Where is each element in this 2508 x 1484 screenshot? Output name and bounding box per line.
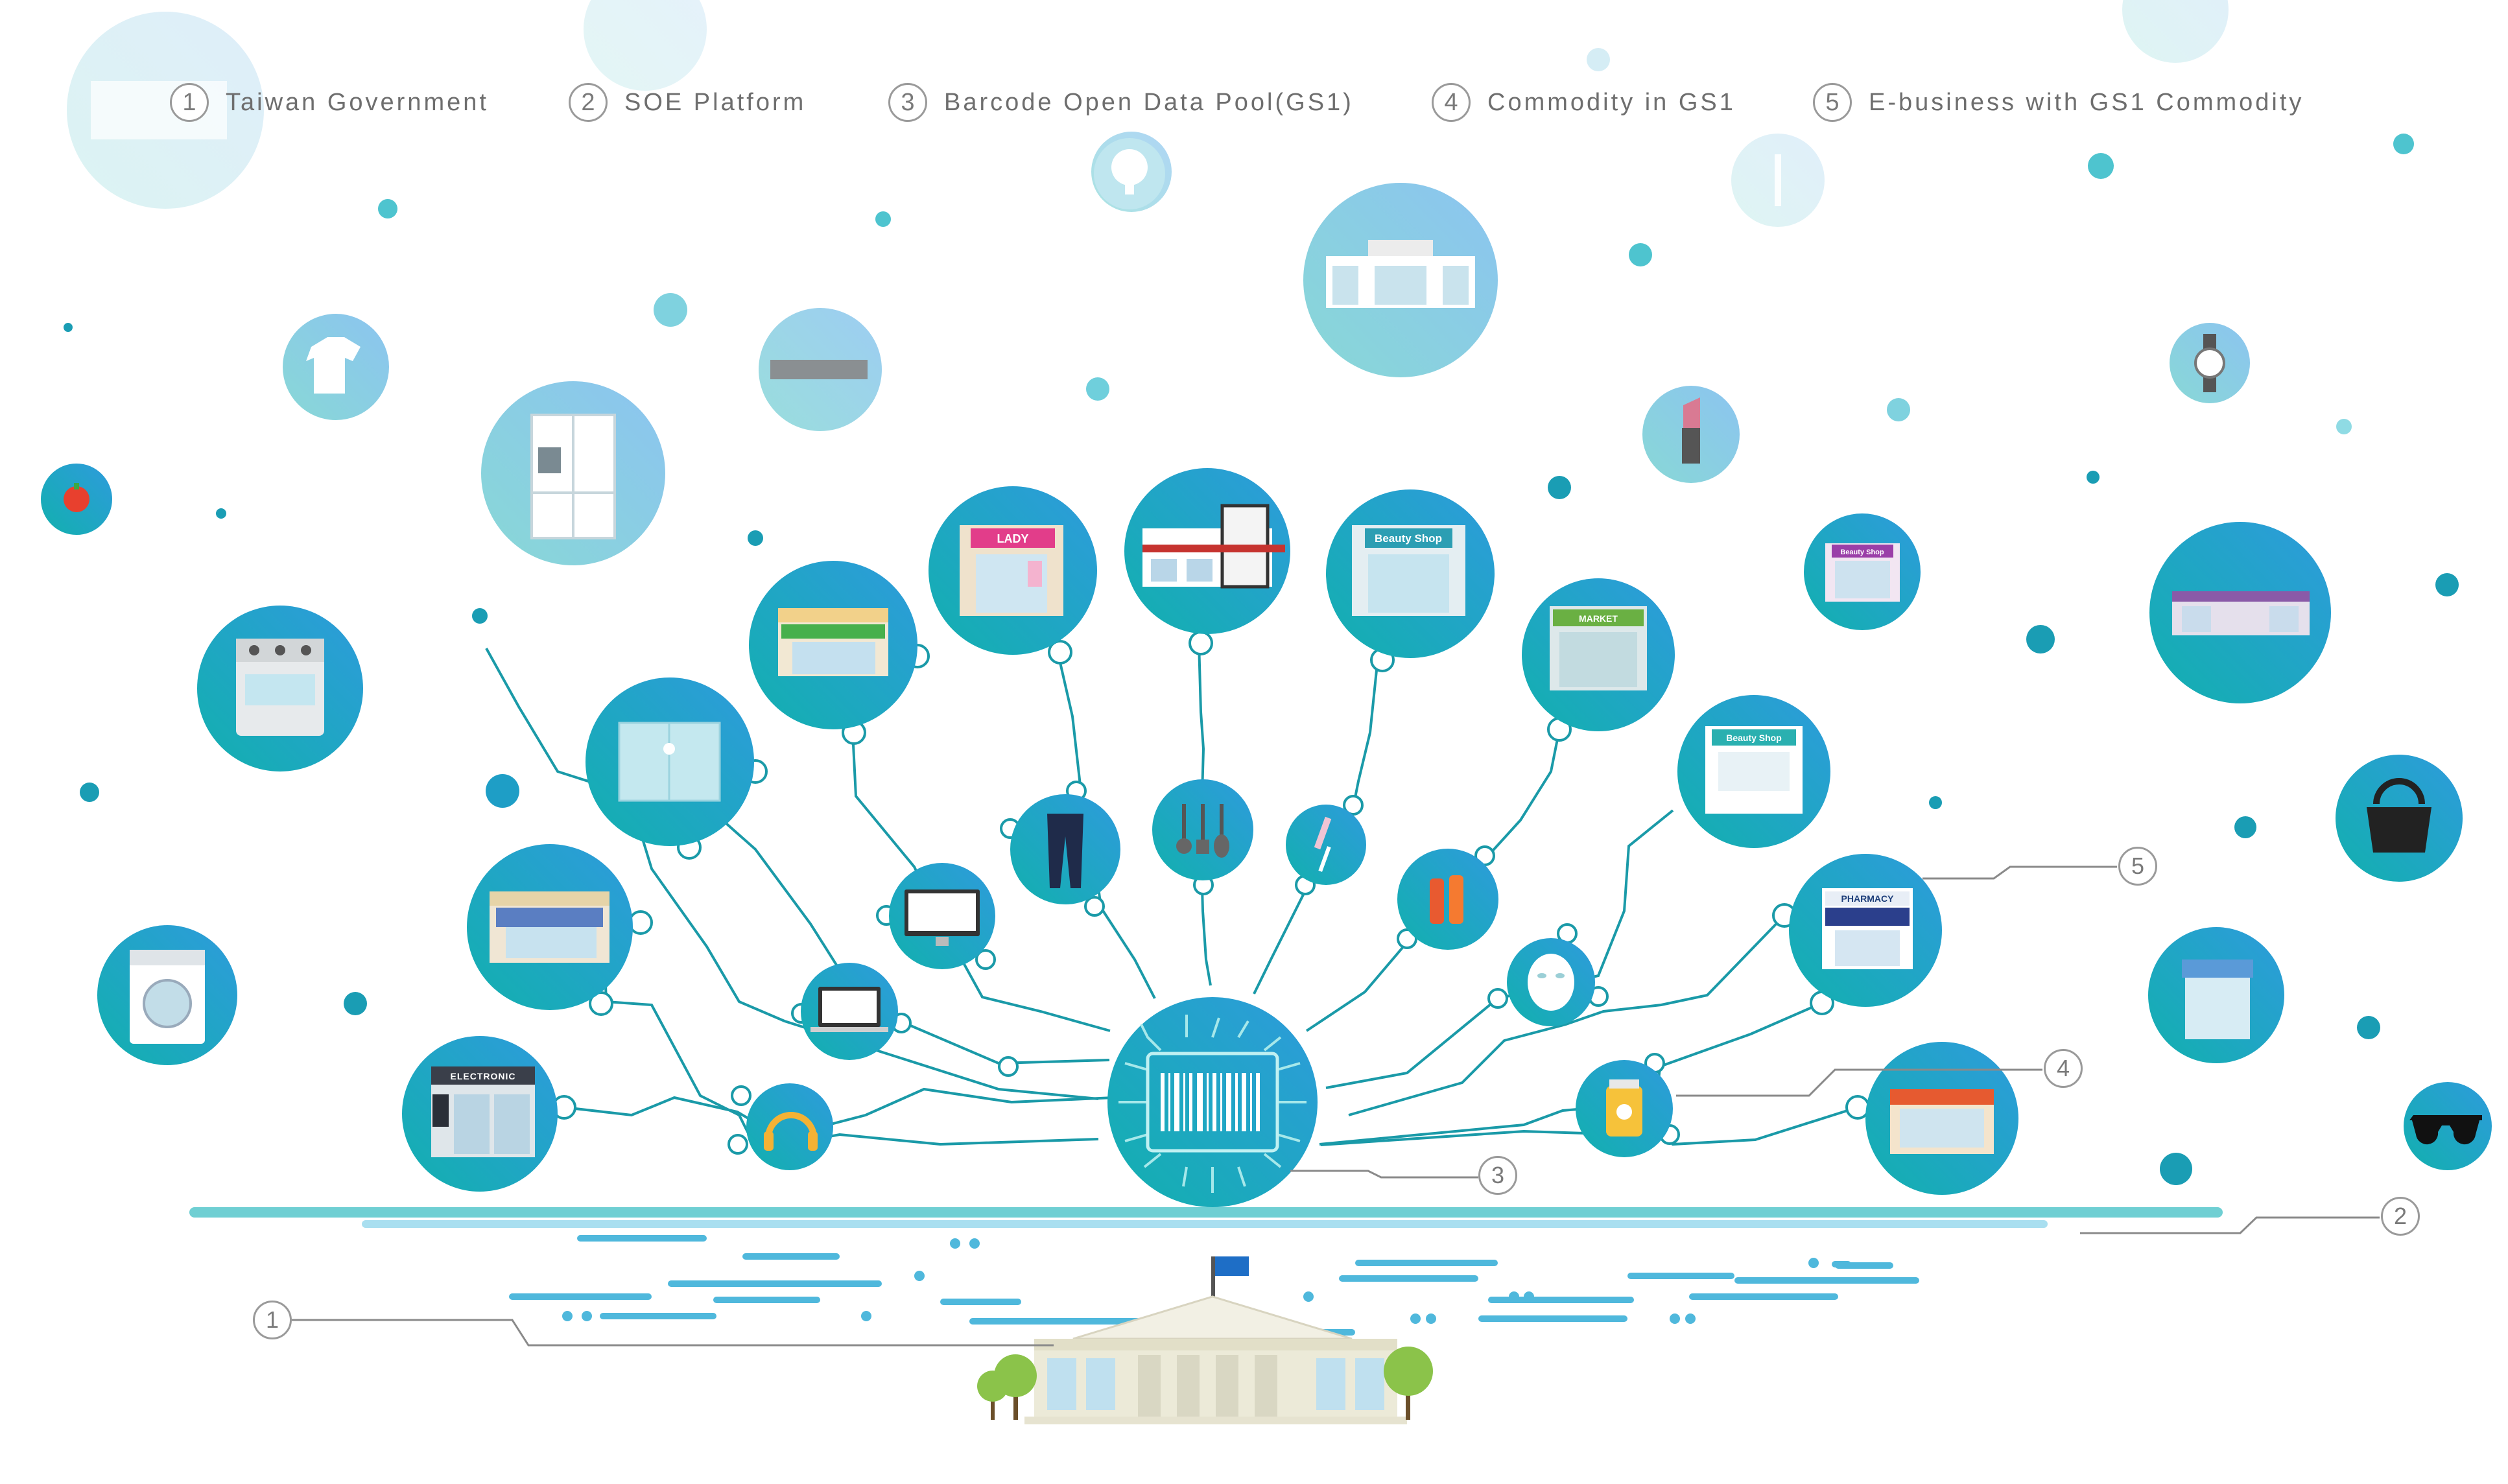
apple-store-icon xyxy=(586,677,754,846)
beauty-shop-icon: Beauty Shop xyxy=(1326,489,1495,658)
legend-item-commodity-in-gs1: 4 Commodity in GS1 xyxy=(1432,77,1736,128)
lipstick-icon xyxy=(1642,386,1740,483)
legend-number: 1 xyxy=(170,83,209,122)
tomato-icon xyxy=(41,464,112,535)
handbag-icon xyxy=(2336,755,2463,882)
beauty-shop-right-icon: Beauty Shop xyxy=(1677,695,1830,848)
callout-1: 1 xyxy=(253,1301,292,1339)
refrigerator-icon xyxy=(481,381,665,565)
legend-number: 5 xyxy=(1813,83,1852,122)
headphones-icon xyxy=(746,1083,833,1170)
electronic-sign: ELECTRONIC xyxy=(450,1071,516,1081)
tshirt-icon xyxy=(283,314,389,420)
oven-icon xyxy=(197,606,363,771)
callout-3: 3 xyxy=(1478,1156,1517,1195)
supplement-bottle-icon xyxy=(1576,1060,1673,1157)
lady-store-icon: LADY xyxy=(929,486,1097,655)
electronic-store-icon xyxy=(402,1036,558,1192)
callout-5: 5 xyxy=(2118,847,2157,886)
stream-dots xyxy=(562,1238,1819,1324)
chip-barcode-icon xyxy=(1107,997,1318,1207)
ebusiness-stores: LADY Beauty Shop MARKET xyxy=(402,468,2018,1195)
pharmacy-sign: PHARMACY xyxy=(1841,893,1895,904)
market-sign: MARKET xyxy=(1579,613,1618,624)
watch-icon xyxy=(2170,323,2250,403)
monitor-icon xyxy=(889,863,995,969)
callout-leaders xyxy=(292,866,2380,1347)
makeup-brush-icon xyxy=(1286,805,1366,885)
legend-label: Barcode Open Data Pool(GS1) xyxy=(944,88,1354,116)
callout-4: 4 xyxy=(2044,1049,2083,1088)
storefront-faded-icon xyxy=(759,308,882,431)
laptop-icon xyxy=(801,963,898,1060)
callout-2: 2 xyxy=(2381,1197,2420,1236)
department-store-icon xyxy=(1124,468,1290,634)
legend-label: Commodity in GS1 xyxy=(1487,88,1736,116)
yahoo-store-icon xyxy=(467,844,633,1010)
products xyxy=(41,81,2492,1170)
legend-item-barcode-open-data-pool: 3 Barcode Open Data Pool(GS1) xyxy=(888,77,1354,128)
legend-item-taiwan-government: 1 Taiwan Government xyxy=(170,77,489,128)
beauty-shop-sign: Beauty Shop xyxy=(1375,532,1442,545)
pharmacy-store-icon: PHARMACY xyxy=(1789,854,1942,1007)
commodities-gs1 xyxy=(746,779,1673,1170)
legend-number: 2 xyxy=(569,83,608,122)
shop-front-icon xyxy=(1865,1042,2018,1195)
legend-item-ebusiness-gs1: 5 E-business with GS1 Commodity xyxy=(1813,77,2304,128)
legend-label: Taiwan Government xyxy=(226,88,489,116)
legend-item-soe-platform: 2 SOE Platform xyxy=(569,77,806,128)
legend-label: SOE Platform xyxy=(624,88,807,116)
beauty-shop-right-sign: Beauty Shop xyxy=(1726,733,1782,743)
mall-building-icon xyxy=(1303,183,1498,377)
jeans-icon xyxy=(1010,794,1120,904)
legend-number: 4 xyxy=(1432,83,1471,122)
legend-label: E-business with GS1 Commodity xyxy=(1869,88,2304,116)
market-right-icon: MARKET xyxy=(1522,578,1675,731)
sunglasses-icon xyxy=(2404,1082,2492,1170)
brush-faded-icon xyxy=(1775,154,1781,206)
government-building-icon xyxy=(977,1256,1433,1424)
face-mask-icon xyxy=(1507,938,1595,1026)
kitchen-utensils-icon xyxy=(1152,779,1253,880)
kiosk-icon xyxy=(2148,927,2284,1063)
beauty-small-sign: Beauty Shop xyxy=(1840,548,1884,556)
broccoli-icon xyxy=(1094,138,1165,209)
legend-number: 3 xyxy=(888,83,927,122)
washing-machine-icon xyxy=(97,925,237,1065)
market-store-icon xyxy=(749,561,917,729)
cosmetics-bottles-icon xyxy=(1397,849,1498,950)
beauty-shop-small-icon: Beauty Shop xyxy=(1804,513,1921,630)
lady-sign: LADY xyxy=(997,532,1029,545)
soe-platform-bar xyxy=(189,1207,2223,1228)
mall-front-icon xyxy=(2149,522,2331,703)
tree-icon xyxy=(977,1347,1433,1420)
